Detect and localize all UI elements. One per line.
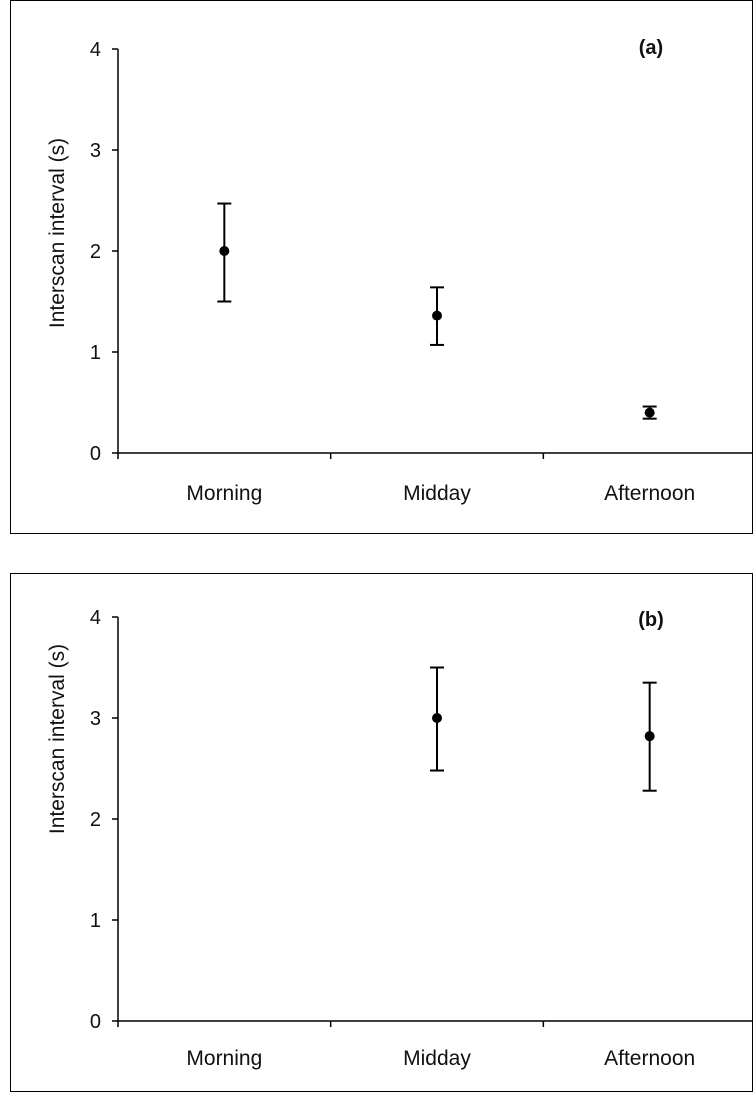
data-point <box>219 246 230 256</box>
y-tick-label: 3 <box>90 140 101 162</box>
data-point <box>432 310 442 321</box>
y-tick-label: 0 <box>90 1011 101 1033</box>
chart-panel-a: Interscan interval (s) (a) 0 1 2 3 4 Morning M… <box>10 0 753 534</box>
data-point <box>644 731 655 742</box>
y-axis-title: Interscan interval (s) <box>46 138 69 328</box>
y-tick-label: 1 <box>90 342 101 364</box>
panel-label: (a) <box>639 37 663 59</box>
chart-panel-b: Interscan interval (s) (b) 0 1 2 3 4 Morning M… <box>10 573 753 1092</box>
x-category-label: Afternoon <box>604 482 695 505</box>
x-category-label: Midday <box>403 1047 471 1070</box>
x-category-label: Morning <box>186 482 262 505</box>
y-tick-label: 4 <box>90 607 101 629</box>
chart-a-svg: Interscan interval (s) (a) 0 1 2 3 4 Morning M… <box>46 37 753 505</box>
y-tick-label: 3 <box>90 708 101 730</box>
data-point <box>644 407 655 418</box>
chart-b-svg: Interscan interval (s) (b) 0 1 2 3 4 Morning M… <box>46 607 753 1070</box>
y-tick-label: 2 <box>90 241 101 263</box>
data-point <box>432 713 442 723</box>
x-category-label: Afternoon <box>604 1047 695 1070</box>
x-category-label: Midday <box>403 482 471 505</box>
y-tick-label: 1 <box>90 910 101 932</box>
y-tick-label: 2 <box>90 809 101 831</box>
panel-label: (b) <box>638 609 664 631</box>
x-category-label: Morning <box>186 1047 262 1070</box>
y-tick-label: 4 <box>90 39 101 61</box>
y-tick-label: 0 <box>90 443 101 465</box>
y-axis-title: Interscan interval (s) <box>46 644 69 834</box>
